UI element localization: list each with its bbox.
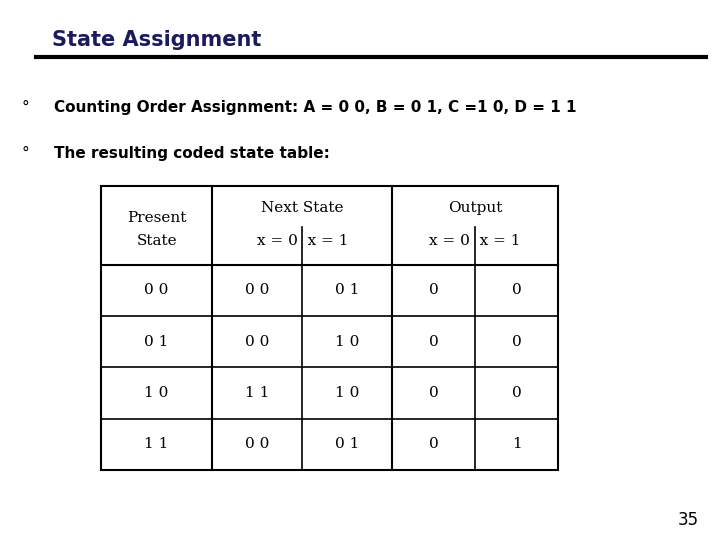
- Text: 0 1: 0 1: [145, 335, 168, 348]
- Text: 0: 0: [512, 335, 521, 348]
- Text: 0: 0: [429, 386, 438, 400]
- Text: 0 1: 0 1: [336, 437, 359, 451]
- Text: The resulting coded state table:: The resulting coded state table:: [54, 146, 330, 161]
- Text: 0 0: 0 0: [246, 335, 269, 348]
- Text: State Assignment: State Assignment: [52, 30, 261, 50]
- Text: 0 0: 0 0: [246, 437, 269, 451]
- Text: 0: 0: [429, 437, 438, 451]
- Text: Next State: Next State: [261, 201, 343, 215]
- Text: 1: 1: [512, 437, 521, 451]
- Text: 0 1: 0 1: [336, 284, 359, 297]
- Text: 1 1: 1 1: [145, 437, 168, 451]
- Bar: [101, 186, 558, 470]
- Text: x = 0  x = 1: x = 0 x = 1: [256, 234, 348, 248]
- Text: 0: 0: [429, 335, 438, 348]
- Text: Output: Output: [448, 201, 503, 215]
- Text: Counting Order Assignment: A = 0 0, B = 0 1, C =1 0, D = 1 1: Counting Order Assignment: A = 0 0, B = …: [54, 100, 577, 115]
- Text: 0: 0: [429, 284, 438, 297]
- Text: 1 0: 1 0: [336, 386, 359, 400]
- Text: 1 0: 1 0: [336, 335, 359, 348]
- Text: °: °: [22, 146, 30, 161]
- Text: Present: Present: [127, 211, 186, 225]
- Text: 0: 0: [512, 284, 521, 297]
- Text: 35: 35: [678, 511, 698, 529]
- Text: °: °: [22, 100, 30, 115]
- Text: 0: 0: [512, 386, 521, 400]
- Text: x = 0  x = 1: x = 0 x = 1: [429, 234, 521, 248]
- Text: State: State: [136, 234, 177, 248]
- Text: 1 1: 1 1: [246, 386, 269, 400]
- Text: 1 0: 1 0: [145, 386, 168, 400]
- Text: 0 0: 0 0: [246, 284, 269, 297]
- Text: 0 0: 0 0: [145, 284, 168, 297]
